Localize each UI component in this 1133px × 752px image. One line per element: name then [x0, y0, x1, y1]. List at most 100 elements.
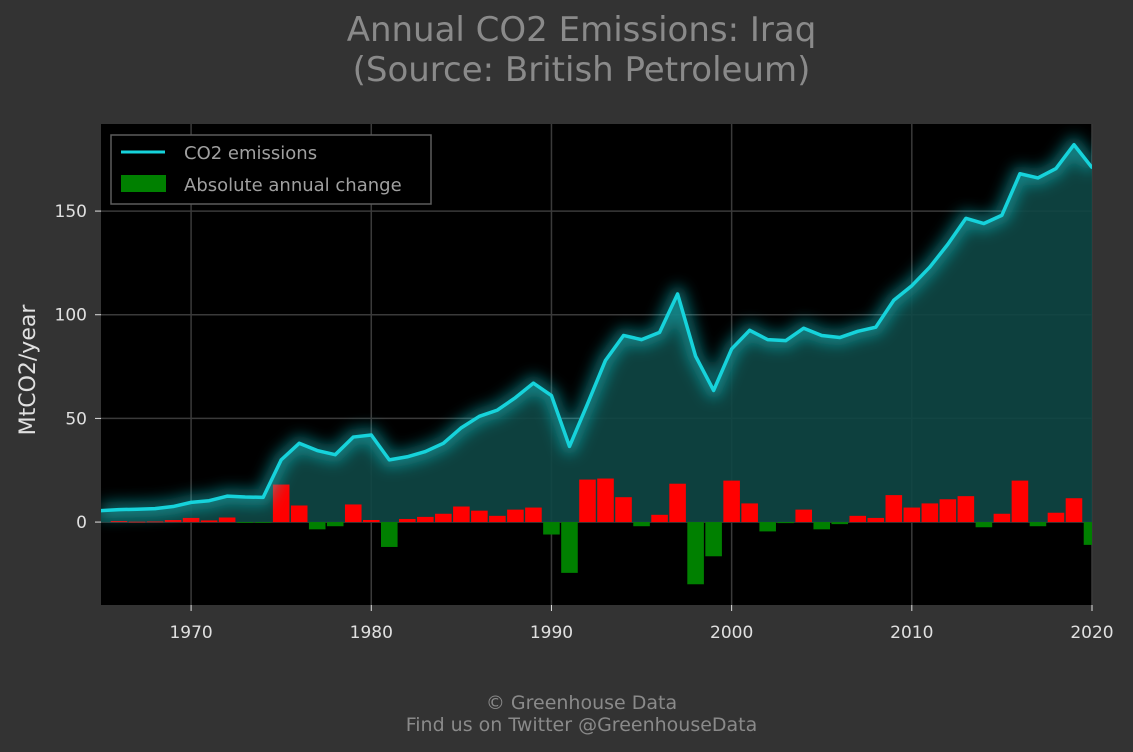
change-bar-2010 — [903, 507, 921, 523]
change-bar-1975 — [272, 484, 290, 523]
change-bar-2017 — [1029, 522, 1047, 527]
change-bar-2009 — [885, 495, 903, 523]
footer: © Greenhouse Data Find us on Twitter @Gr… — [0, 692, 1133, 736]
emissions-point-2012 — [946, 242, 950, 246]
x-tick-label-1970: 1970 — [169, 623, 212, 643]
change-bar-2000 — [723, 480, 740, 523]
emissions-point-2018 — [1054, 167, 1058, 171]
change-bar-2015 — [993, 513, 1011, 523]
emissions-point-1973 — [243, 495, 247, 499]
emissions-point-2006 — [838, 336, 842, 340]
x-tick-label-2020: 2020 — [1070, 623, 1113, 643]
chart-title: Annual CO2 Emissions: Iraq (Source: Brit… — [0, 10, 1133, 90]
y-tick-label-100: 100 — [55, 306, 87, 326]
x-tick-label-2000: 2000 — [710, 623, 753, 643]
change-bar-1978 — [326, 522, 344, 527]
change-bar-2016 — [1011, 480, 1029, 523]
emissions-line — [101, 142, 1092, 513]
change-bar-2002 — [759, 522, 776, 532]
change-bar-2004 — [795, 509, 812, 523]
change-bar-2014 — [975, 522, 993, 528]
y-tick-label-50: 50 — [65, 409, 87, 429]
emissions-point-2004 — [802, 326, 806, 330]
footer-twitter: Find us on Twitter @GreenhouseData — [405, 714, 758, 736]
emissions-point-1992 — [585, 402, 589, 406]
emissions-point-2008 — [874, 325, 878, 329]
emissions-point-1986 — [477, 414, 481, 418]
change-bar-1994 — [615, 497, 632, 523]
emissions-point-1989 — [531, 381, 535, 385]
emissions-point-1970 — [189, 500, 193, 504]
emissions-point-1969 — [171, 505, 175, 509]
emissions-area — [101, 144, 1092, 523]
emissions-point-2010 — [910, 284, 914, 288]
change-bar-1981 — [381, 522, 398, 547]
emissions-point-2013 — [964, 216, 968, 220]
emissions-point-2002 — [766, 338, 770, 342]
emissions-point-1971 — [207, 499, 211, 503]
change-bar-1990 — [543, 522, 560, 535]
change-bar-2007 — [849, 515, 867, 523]
change-bar-1969 — [164, 519, 182, 523]
change-bar-1989 — [525, 507, 542, 523]
footer-copyright: © Greenhouse Data — [485, 692, 678, 714]
emissions-point-1996 — [658, 330, 662, 334]
change-bar-1985 — [453, 506, 470, 523]
change-bar-1993 — [597, 478, 614, 523]
change-bar-1998 — [687, 522, 704, 585]
emissions-point-2005 — [820, 333, 824, 337]
emissions-point-1975 — [279, 458, 283, 462]
axes: 1970 1980 1990 2000 2010 2020 0 50 100 150 — [55, 202, 1114, 643]
title-line-1: Annual CO2 Emissions: Iraq — [346, 10, 817, 50]
legend: CO2 emissions Absolute annual change — [110, 134, 432, 205]
change-bar-2019 — [1065, 498, 1083, 523]
legend-label-change: Absolute annual change — [184, 175, 402, 196]
change-bar-2008 — [867, 517, 885, 523]
change-bar-2020 — [1083, 522, 1092, 545]
emissions-point-1994 — [622, 333, 626, 337]
emissions-point-1999 — [712, 388, 716, 392]
emissions-point-2003 — [784, 339, 788, 343]
emissions-point-1974 — [261, 495, 265, 499]
change-bar-1999 — [705, 522, 722, 557]
emissions-point-1976 — [297, 441, 301, 445]
change-bar-1996 — [651, 514, 668, 523]
emissions-point-1991 — [567, 444, 571, 448]
legend-label-emissions: CO2 emissions — [184, 143, 317, 164]
emissions-point-1995 — [640, 338, 644, 342]
change-bar-2013 — [957, 496, 975, 523]
emissions-point-1987 — [495, 408, 499, 412]
legend-bar-swatch — [121, 175, 166, 192]
change-bar-1977 — [308, 522, 326, 530]
emissions-point-2014 — [982, 222, 986, 226]
emissions-point-2019 — [1072, 143, 1076, 147]
change-bar-1995 — [633, 522, 650, 527]
emissions-point-1988 — [513, 396, 517, 400]
change-bar-1974 — [254, 522, 272, 523]
emissions-point-2007 — [856, 329, 860, 333]
change-bar-1970 — [182, 517, 200, 523]
change-bar-1983 — [417, 516, 434, 523]
emissions-point-1968 — [153, 507, 157, 511]
emissions-point-1979 — [351, 435, 355, 439]
change-bar-1979 — [344, 504, 362, 523]
change-bar-2001 — [741, 503, 758, 523]
y-axis-label: MtCO2/year — [16, 304, 41, 436]
emissions-point-2017 — [1036, 176, 1040, 180]
change-bar-1972 — [218, 517, 236, 523]
title-line-2: (Source: British Petroleum) — [352, 50, 811, 90]
emissions-point-2015 — [1000, 213, 1004, 217]
emissions-point-2016 — [1018, 172, 1022, 176]
change-bar-1986 — [471, 510, 488, 523]
emissions-point-1993 — [604, 358, 608, 362]
emissions-point-1990 — [549, 394, 553, 398]
change-bar-1992 — [579, 479, 596, 523]
change-bar-2005 — [813, 522, 831, 530]
change-bar-1997 — [669, 483, 686, 523]
change-bar-1987 — [489, 515, 506, 523]
emissions-point-1981 — [387, 458, 391, 462]
change-bar-2018 — [1047, 512, 1065, 523]
change-bar-2011 — [921, 503, 939, 523]
emissions-point-2011 — [928, 265, 932, 269]
emissions-point-1965 — [101, 509, 103, 513]
